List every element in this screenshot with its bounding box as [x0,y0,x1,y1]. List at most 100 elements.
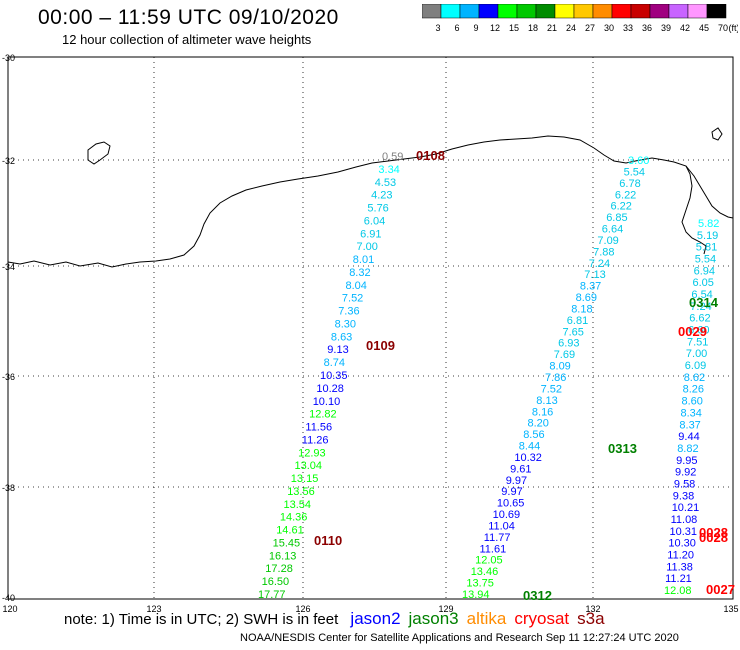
wave-height-label: 8.18 [571,304,592,316]
wave-height-label: 8.26 [683,384,704,396]
wave-height-label: 11.20 [667,550,694,562]
wave-height-label: 4.53 [375,177,396,189]
wave-height-label: 8.34 [681,407,702,419]
longitude-label: 126 [295,604,310,614]
wave-height-label: 4.23 [371,190,392,202]
wave-height-label: 7.13 [584,269,605,281]
wave-height-label: 7.86 [545,372,566,384]
satellite-legend-jason3: jason3 [408,609,459,628]
wave-height-label: 9.95 [676,455,697,467]
wave-height-label: 11.56 [305,422,332,434]
wave-height-label: 8.04 [346,280,367,292]
colorbar-label: 9 [473,23,478,33]
wave-height-label: 9.97 [506,475,527,487]
colorbar-label: 21 [547,23,557,33]
wave-height-label: 6.85 [606,212,627,224]
wave-height-label: 7.65 [563,326,584,338]
wave-height-label: 7.52 [342,293,363,305]
wave-height-label: 8.20 [528,418,549,430]
wave-height-label: 6.22 [611,201,632,213]
wave-height-label: 14.36 [280,512,308,524]
latitude-label: -36 [2,372,15,382]
wave-height-label: 5.81 [696,242,717,254]
wave-height-label: 8.37 [580,281,601,293]
recherche-islands [87,141,111,165]
wave-height-label: 10.69 [493,509,521,521]
pass-id-label: 0028 [699,530,728,545]
wave-height-label: 13.46 [471,566,499,578]
wave-height-label: 10.10 [313,396,341,408]
wave-height-label: 10.32 [514,452,542,464]
coastline [7,127,734,268]
wave-height-label: 6.78 [619,178,640,190]
spencer-gulf-coast [681,165,707,255]
wave-height-label: 5.82 [698,218,719,230]
colorbar-label: 33 [623,23,633,33]
altimeter-track-east-b: 5.825.195.815.546.946.056.547.246.626.60… [664,218,719,597]
wave-height-label: 7.24 [589,258,610,270]
wave-height-label: 14.61 [276,525,304,537]
credit-footer: NOAA/NESDIS Center for Satellite Applica… [240,632,679,644]
wave-height-label: 7.51 [687,336,708,348]
wave-height-label: 8.01 [353,254,374,266]
wave-height-label: 7.24 [690,301,711,313]
wave-height-label: 16.13 [269,550,297,562]
longitude-label: 129 [438,604,453,614]
pass-id-label: 0108 [416,148,445,163]
latitude-label: -32 [2,156,15,166]
altimeter-track-west: 0.593.344.534.235.766.046.917.008.018.32… [258,151,403,601]
legend-note: note: 1) Time is in UTC; 2) SWH is in fe… [64,609,621,629]
altimeter-track-east-a: 3.605.546.786.226.226.856.647.097.887.24… [462,155,649,601]
wave-height-label: 12.93 [298,447,326,459]
wave-height-label: 3.60 [628,155,649,167]
wave-height-label: 11.26 [302,434,329,446]
wave-height-label: 6.04 [364,215,385,227]
latitude-label: -38 [2,483,15,493]
wave-height-label: 8.62 [684,372,705,384]
map-title: 00:00 – 11:59 UTC 09/10/2020 [38,6,339,29]
wave-height-label: 9.13 [327,344,348,356]
wave-height-label: 11.38 [666,561,693,573]
wave-height-label: 5.54 [695,254,716,266]
wave-height-label: 8.37 [679,419,700,431]
wave-height-label: 16.50 [262,576,290,588]
colorbar-label: 6 [454,23,459,33]
wave-height-label: 6.91 [360,228,381,240]
wave-height-label: 7.09 [597,235,618,247]
colorbar-label: 3 [435,23,440,33]
wave-height-label: 10.28 [316,383,344,395]
wave-height-label: 7.00 [686,348,707,360]
colorbar-label: (ft) [729,23,739,33]
wave-height-label: 6.94 [694,265,715,277]
colorbar-label: 30 [604,23,614,33]
wave-height-label: 6.64 [602,224,623,236]
wave-height-label: 8.60 [682,396,703,408]
wave-height-label: 5.76 [367,203,388,215]
wave-height-label: 10.30 [668,538,696,550]
satellite-legend-jason2: jason2 [350,609,401,628]
wave-height-label: 12.82 [309,409,337,421]
longitude-label: 123 [146,604,161,614]
wave-height-label: 15.45 [273,538,301,550]
wave-height-label: 6.22 [615,189,636,201]
pass-id-label: 0312 [523,588,552,603]
wave-height-label: 6.60 [688,325,709,337]
wave-height-label: 8.82 [677,443,698,455]
colorbar-label: 15 [509,23,519,33]
colorbar-label: 39 [661,23,671,33]
kangaroo-island [711,127,723,141]
wave-height-label: 6.81 [567,315,588,327]
satellite-legend-s3a: s3a [577,609,605,628]
longitude-label: 135 [723,604,738,614]
wave-height-label: 9.44 [678,431,699,443]
wave-height-label: 6.54 [691,289,712,301]
colorbar-swatch [706,4,727,19]
map-subtitle: 12 hour collection of altimeter wave hei… [62,32,312,47]
map-frame [7,56,734,600]
colorbar-label: 36 [642,23,652,33]
wave-height-label: 7.69 [554,349,575,361]
colorbar-label: 27 [585,23,595,33]
